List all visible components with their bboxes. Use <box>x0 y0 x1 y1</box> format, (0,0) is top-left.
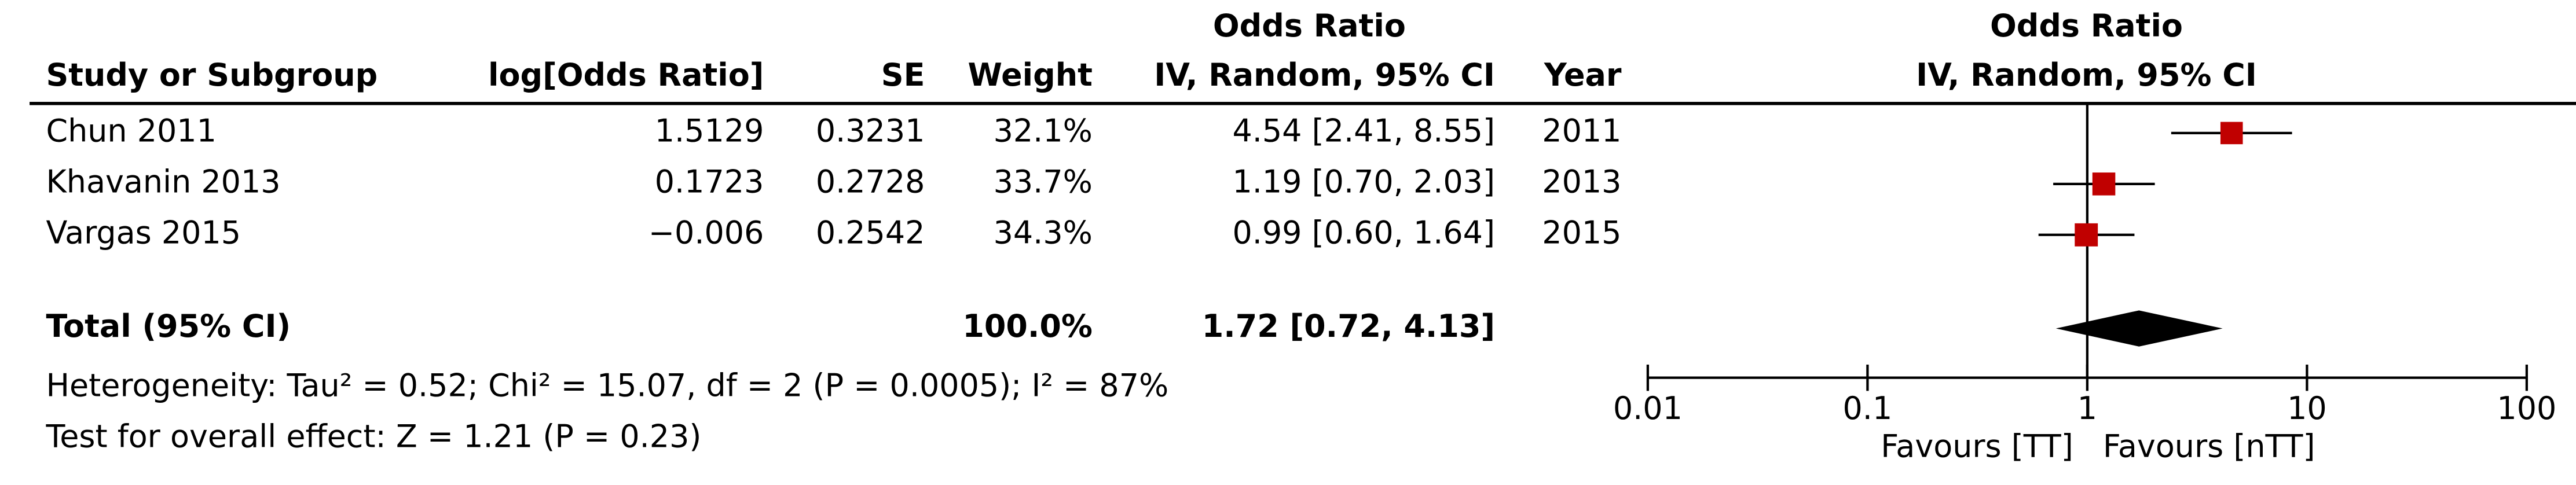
column-header: SE <box>881 57 925 93</box>
column-header: Study or Subgroup <box>46 57 378 93</box>
cell: 32.1% <box>994 113 1093 149</box>
cell: Vargas 2015 <box>46 214 241 251</box>
cell: 34.3% <box>994 214 1093 251</box>
total-weight: 100.0% <box>962 308 1093 344</box>
overall-effect: Test for overall effect: Z = 1.21 (P = 0… <box>45 418 701 454</box>
group-header: Odds Ratio <box>1213 8 1406 44</box>
cell: 33.7% <box>994 163 1093 200</box>
column-header: Year <box>1544 57 1622 93</box>
column-header: log[Odds Ratio] <box>488 57 764 93</box>
cell: 2013 <box>1542 163 1621 200</box>
pooled-diamond <box>2055 310 2223 347</box>
x-tick-label: 100 <box>2497 390 2556 427</box>
column-header: Weight <box>968 57 1093 93</box>
point-estimate <box>2220 122 2243 145</box>
cell: 1.19 [0.70, 2.03] <box>1232 163 1495 200</box>
x-tick-label: 10 <box>2287 390 2327 427</box>
x-tick-label: 0.01 <box>1613 390 1683 427</box>
cell: 1.5129 <box>655 113 764 149</box>
plot-subtitle: IV, Random, 95% CI <box>1916 57 2257 93</box>
cell: 0.99 [0.60, 1.64] <box>1232 214 1495 251</box>
cell: 2011 <box>1542 113 1621 149</box>
x-tick-label: 0.1 <box>1843 390 1893 427</box>
heterogeneity: Heterogeneity: Tau² = 0.52; Chi² = 15.07… <box>46 367 1168 403</box>
total-label: Total (95% CI) <box>46 308 291 344</box>
cell: 0.1723 <box>655 163 764 200</box>
total-ci: 1.72 [0.72, 4.13] <box>1202 308 1495 344</box>
cell: Chun 2011 <box>46 113 216 149</box>
cell: 0.3231 <box>816 113 925 149</box>
x-tick-label: 1 <box>2077 390 2097 427</box>
cell: 2015 <box>1542 214 1621 251</box>
column-header: IV, Random, 95% CI <box>1154 57 1495 93</box>
cell: 0.2728 <box>816 163 925 200</box>
favours-right: Favours [nTT] <box>2103 428 2315 464</box>
cell: Khavanin 2013 <box>46 163 280 200</box>
cell: −0.006 <box>648 214 764 251</box>
point-estimate <box>2075 223 2098 247</box>
cell: 4.54 [2.41, 8.55] <box>1232 113 1495 149</box>
favours-left: Favours [TT] <box>1881 428 2073 464</box>
cell: 0.2542 <box>816 214 925 251</box>
point-estimate <box>2092 172 2116 196</box>
plot-title: Odds Ratio <box>1990 8 2183 44</box>
